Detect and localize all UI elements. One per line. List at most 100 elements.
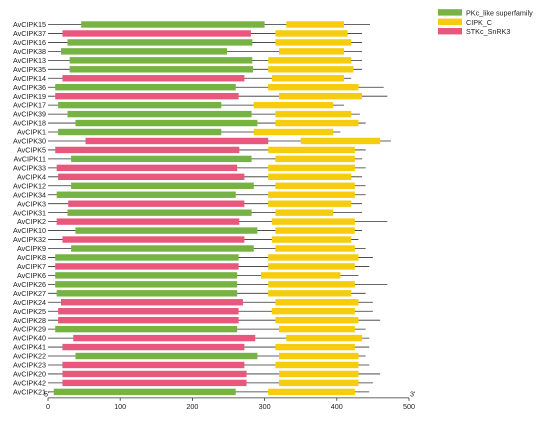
legend-item-stkc: STKc_SnRK3 xyxy=(438,27,510,36)
gene-label: AvCIPK25 xyxy=(13,307,46,316)
gene-row-avcipk16: AvCIPK16 xyxy=(13,38,363,47)
domain-stkc xyxy=(62,75,245,82)
gene-row-avcipk18: AvCIPK18 xyxy=(13,119,366,128)
gene-label: AvCIPK9 xyxy=(17,244,46,253)
gene-label: AvCIPK22 xyxy=(13,352,46,361)
gene-label: AvCIPK39 xyxy=(13,110,46,119)
gene-label: AvCIPK14 xyxy=(13,74,46,83)
gene-row-avcipk1: AvCIPK1 xyxy=(17,128,341,137)
gene-row-avcipk41: AvCIPK41 xyxy=(13,343,370,352)
gene-row-avcipk30: AvCIPK30 xyxy=(13,137,391,146)
gene-row-avcipk22: AvCIPK22 xyxy=(13,352,366,361)
domain-cipk xyxy=(268,263,355,270)
gene-label: AvCIPK17 xyxy=(13,101,46,110)
domain-stkc xyxy=(58,316,239,324)
gene-label: AvCIPK41 xyxy=(13,343,46,352)
tick-label: 100 xyxy=(114,402,126,411)
gene-label: AvCIPK24 xyxy=(13,298,46,307)
domain-cipk xyxy=(268,173,352,181)
tick-label: 0 xyxy=(46,402,50,411)
gene-row-avcipk29: AvCIPK29 xyxy=(13,325,366,334)
gene-label: AvCIPK35 xyxy=(13,65,46,74)
domain-stkc xyxy=(58,308,239,315)
domain-cipk xyxy=(268,388,355,396)
gene-label: AvCIPK16 xyxy=(13,38,46,47)
domain-cipk xyxy=(279,379,359,387)
gene-row-avcipk21: AvCIPK21 xyxy=(13,387,370,396)
domain-pkc xyxy=(55,281,238,288)
domain-pkc xyxy=(67,110,252,118)
domain-pkc xyxy=(55,84,236,91)
domain-cipk xyxy=(275,30,348,37)
domain-pkc xyxy=(71,245,254,252)
domain-cipk xyxy=(279,352,359,360)
gene-row-avcipk20: AvCIPK20 xyxy=(13,370,381,379)
gene-label: AvCIPK34 xyxy=(13,190,46,199)
gene-row-avcipk38: AvCIPK38 xyxy=(13,47,363,56)
gene-row-avcipk27: AvCIPK27 xyxy=(13,289,366,298)
gene-label: AvCIPK31 xyxy=(13,208,46,217)
domain-cipk xyxy=(275,39,352,46)
legend-swatch xyxy=(438,9,462,16)
tick-label: 300 xyxy=(259,402,271,411)
gene-row-avcipk33: AvCIPK33 xyxy=(13,163,366,172)
domain-cipk xyxy=(271,75,345,82)
domain-cipk xyxy=(286,334,363,342)
three-prime-label: 3' xyxy=(410,389,416,398)
legend-swatch xyxy=(438,18,462,25)
gene-label: AvCIPK36 xyxy=(13,83,46,92)
domain-stkc xyxy=(56,218,240,225)
domain-stkc xyxy=(62,30,251,37)
gene-row-avcipk10: AvCIPK10 xyxy=(13,226,363,235)
domain-cipk xyxy=(271,236,352,243)
gene-row-avcipk2: AvCIPK2 xyxy=(17,217,388,226)
five-prime-label: 5' xyxy=(44,389,50,398)
domain-cipk xyxy=(286,21,345,28)
domain-cipk xyxy=(268,281,355,288)
domain-cipk xyxy=(275,110,352,118)
domain-cipk xyxy=(279,325,355,333)
gene-row-avcipk28: AvCIPK28 xyxy=(13,316,381,325)
domain-stkc xyxy=(58,173,245,181)
gene-label: AvCIPK30 xyxy=(13,137,46,146)
legend-swatch xyxy=(438,28,462,35)
gene-row-avcipk23: AvCIPK23 xyxy=(13,361,370,370)
gene-row-avcipk34: AvCIPK34 xyxy=(13,190,366,199)
legend-label: PKc_like superfamily xyxy=(466,8,533,17)
domain-stkc xyxy=(62,370,247,378)
domain-cipk xyxy=(268,84,359,91)
gene-label: AvCIPK11 xyxy=(14,155,47,164)
gene-row-avcipk36: AvCIPK36 xyxy=(13,83,384,92)
gene-label: AvCIPK4 xyxy=(17,172,46,181)
domain-stkc xyxy=(60,299,243,306)
gene-row-avcipk13: AvCIPK13 xyxy=(13,56,363,65)
domain-pkc xyxy=(71,182,254,189)
gene-label: AvCIPK38 xyxy=(13,47,46,56)
tick-label: 500 xyxy=(403,402,415,411)
gene-label: AvCIPK3 xyxy=(17,199,46,208)
gene-label: AvCIPK21 xyxy=(13,387,46,396)
domain-stkc xyxy=(62,379,247,387)
gene-row-avcipk8: AvCIPK8 xyxy=(17,253,373,262)
gene-label: AvCIPK19 xyxy=(13,92,46,101)
domain-pkc xyxy=(56,191,236,198)
domain-stkc xyxy=(55,92,239,100)
domain-cipk xyxy=(275,209,334,216)
gene-row-avcipk19: AvCIPK19 xyxy=(13,92,388,101)
domain-pkc xyxy=(67,39,253,46)
gene-row-avcipk25: AvCIPK25 xyxy=(13,307,373,316)
domain-pkc xyxy=(55,325,238,333)
legend-item-cipk: CIPK_C xyxy=(438,18,492,27)
gene-label: AvCIPK13 xyxy=(13,56,46,65)
gene-row-avcipk32: AvCIPK32 xyxy=(13,235,359,244)
domain-stkc xyxy=(56,164,238,172)
gene-label: AvCIPK32 xyxy=(13,235,46,244)
gene-row-avcipk4: AvCIPK4 xyxy=(17,172,363,181)
domain-cipk xyxy=(253,101,334,109)
gene-label: AvCIPK27 xyxy=(13,289,46,298)
gene-row-avcipk12: AvCIPK12 xyxy=(13,181,366,190)
domain-cipk xyxy=(275,361,359,369)
gene-row-avcipk15: AvCIPK15 xyxy=(13,20,371,29)
gene-row-avcipk14: AvCIPK14 xyxy=(13,74,352,83)
